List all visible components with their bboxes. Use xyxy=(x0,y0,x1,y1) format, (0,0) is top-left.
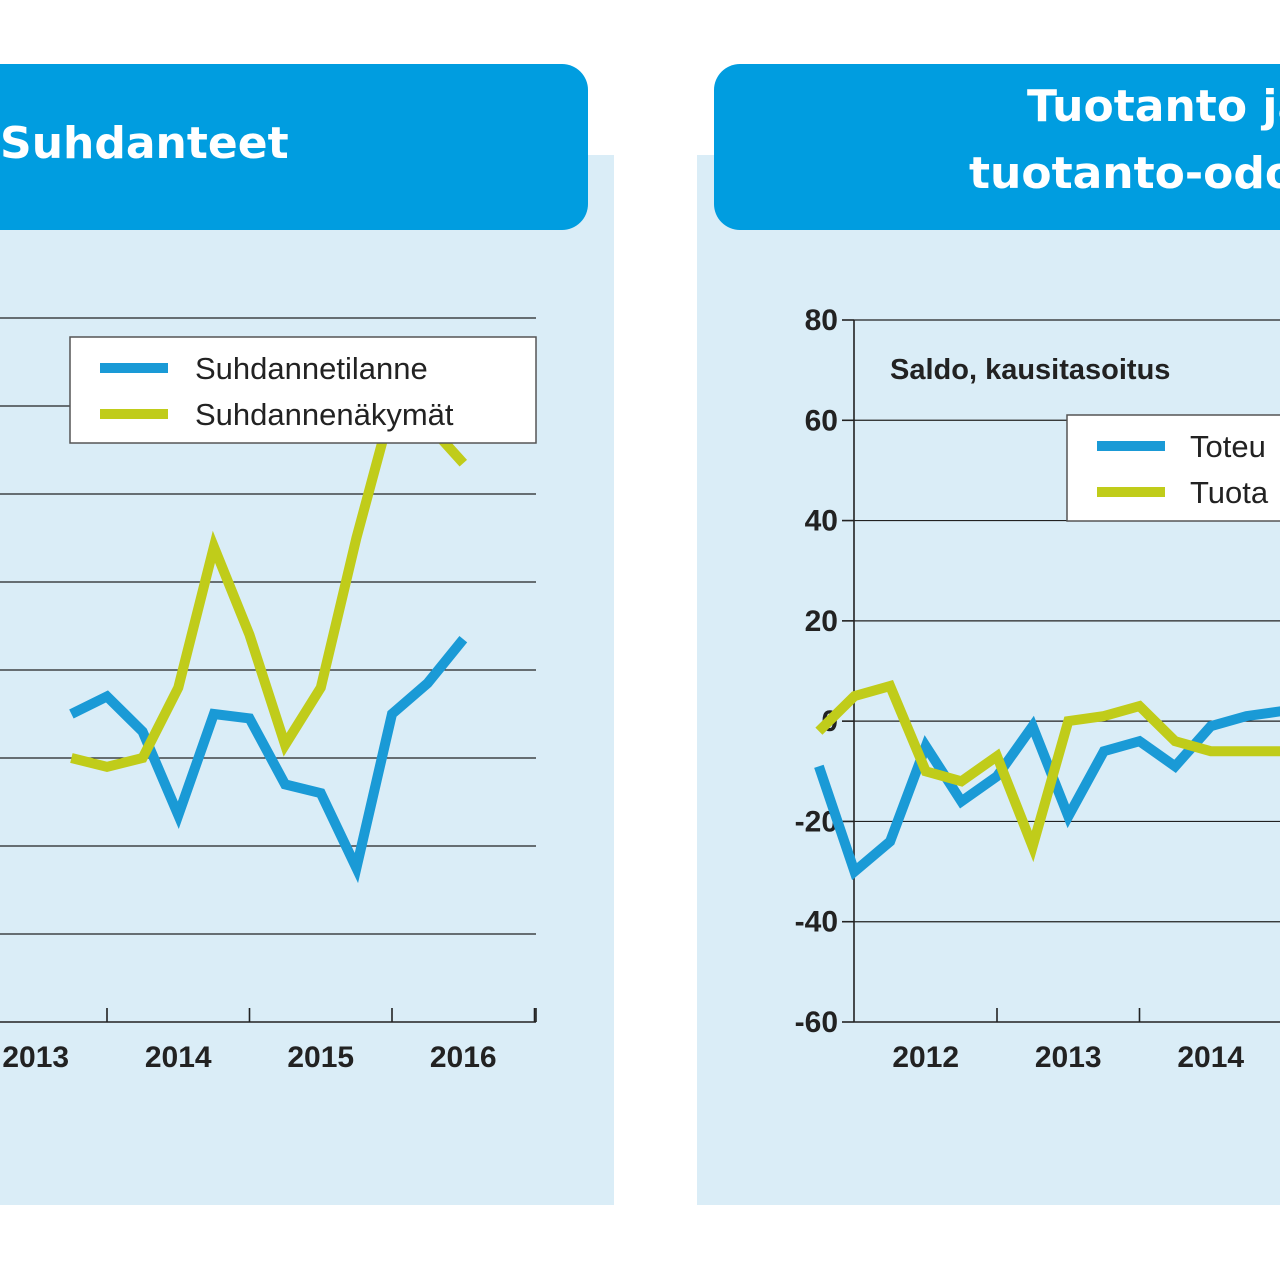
x-tick-label: 2014 xyxy=(1177,1041,1244,1074)
x-tick-label: 2013 xyxy=(2,1041,69,1074)
left-line-chart: 2013 2014 2015 2016 Suhdannetilanne Suhdannen… xyxy=(0,317,537,1074)
legend-box xyxy=(1066,414,1280,522)
y-tick-label: -60 xyxy=(795,1006,838,1039)
y-tick-label: 60 xyxy=(805,404,838,437)
right-panel-background xyxy=(697,155,1280,1205)
y-tick-label: 20 xyxy=(805,605,838,638)
x-tick-label: 2013 xyxy=(1035,1041,1102,1074)
y-tick-label: -40 xyxy=(795,906,838,939)
right-panel-header: Tuotanto ja tuotanto-odo xyxy=(714,64,1280,230)
legend: Suhdannetilanne Suhdannenäkymät xyxy=(69,336,537,444)
legend-box xyxy=(69,336,537,444)
right-panel-title-line-2: tuotanto-odo xyxy=(969,148,1280,199)
right-panel-title-line-1: Tuotanto ja xyxy=(1027,81,1280,132)
left-panel-header: Suhdanteet xyxy=(0,64,588,230)
x-tick-label: 2014 xyxy=(145,1041,212,1074)
chart-annotation: Saldo, kausitasoitus xyxy=(890,354,1170,386)
x-tick-label: 2012 xyxy=(892,1041,959,1074)
legend-label-1: Toteu xyxy=(1190,429,1266,464)
y-tick-label: 40 xyxy=(805,505,838,538)
legend-label-1: Suhdannetilanne xyxy=(195,351,428,386)
y-tick-label: 80 xyxy=(805,304,838,337)
left-panel-background xyxy=(0,155,614,1205)
series-line-1 xyxy=(69,636,468,884)
series-line-2 xyxy=(815,679,1280,863)
left-panel-title: Suhdanteet xyxy=(0,118,289,169)
x-tick-label: 2016 xyxy=(430,1041,497,1074)
legend: Toteu Tuota xyxy=(1066,414,1280,522)
legend-label-2: Tuota xyxy=(1190,475,1269,510)
legend-label-2: Suhdannenäkymät xyxy=(195,397,454,432)
x-tick-label: 2015 xyxy=(287,1041,354,1074)
